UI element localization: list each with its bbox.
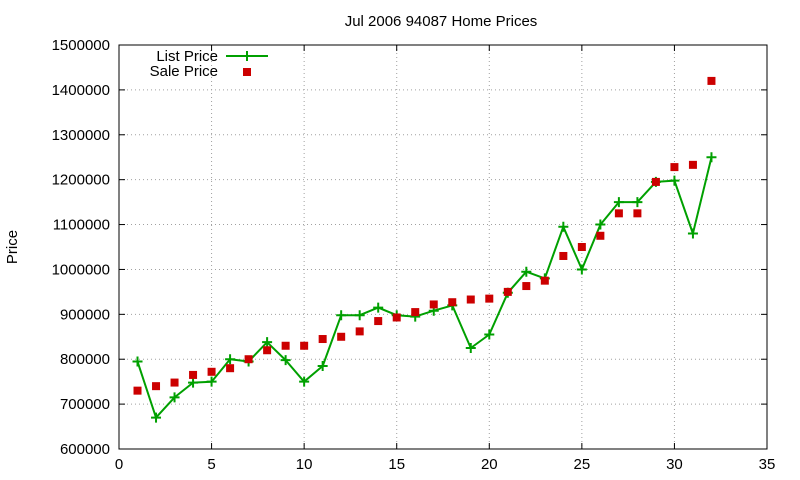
- x-tick-label: 30: [666, 456, 683, 473]
- data-point-list-price: [299, 376, 310, 387]
- data-point-sale-price: [263, 346, 272, 355]
- data-point-list-price: [262, 337, 273, 348]
- data-point-sale-price: [244, 355, 253, 364]
- data-point-sale-price: [670, 163, 679, 172]
- x-tick-label: 0: [115, 456, 123, 473]
- data-point-sale-price: [466, 295, 475, 304]
- x-tick-label: 10: [296, 456, 313, 473]
- data-point-sale-price: [300, 341, 309, 350]
- y-tick-label: 800000: [60, 351, 110, 368]
- data-point-list-price: [521, 266, 532, 277]
- ticks: 0 5 10 15 20 25 30 35 600000 700000 800000 900000 10…: [52, 37, 776, 473]
- grid: [119, 45, 767, 449]
- legend-swatch-sale-price: [243, 68, 251, 76]
- data-point-sale-price: [651, 177, 660, 186]
- data-point-list-price: [280, 355, 291, 366]
- data-point-sale-price: [540, 276, 549, 285]
- data-point-sale-price: [577, 243, 586, 251]
- data-point-list-price: [706, 152, 717, 163]
- chart-title: Jul 2006 94087 Home Prices: [345, 13, 538, 30]
- data-point-list-price: [188, 377, 199, 388]
- y-tick-label: 1100000: [53, 217, 110, 234]
- data-point-list-price: [169, 392, 180, 403]
- data-point-sale-price: [281, 341, 290, 350]
- data-point-sale-price: [503, 287, 512, 296]
- data-point-sale-price: [485, 294, 494, 303]
- data-point-list-price: [465, 343, 476, 353]
- data-point-sale-price: [559, 251, 568, 260]
- data-point-sale-price: [189, 370, 198, 379]
- legend-label-list-price: List Price: [156, 48, 218, 65]
- y-tick-label: 1500000: [52, 37, 110, 54]
- data-point-sale-price: [411, 308, 420, 317]
- legend: List Price Sale Price: [150, 48, 268, 80]
- y-tick-label: 1400000: [52, 82, 110, 99]
- data-point-list-price: [669, 175, 680, 186]
- y-tick-label: 1300000: [52, 127, 110, 144]
- legend-label-sale-price: Sale Price: [150, 63, 218, 80]
- data-point-list-price: [151, 412, 162, 423]
- x-tick-label: 35: [759, 456, 776, 473]
- data-point-sale-price: [633, 209, 642, 218]
- data-point-list-price: [687, 228, 698, 239]
- y-tick-label: 700000: [60, 396, 110, 413]
- data-point-list-price: [132, 356, 143, 367]
- data-point-sale-price: [133, 386, 142, 395]
- legend-swatch-list-price: [226, 51, 268, 61]
- data-point-sale-price: [374, 317, 383, 326]
- plot-frame: [118, 44, 768, 450]
- data-point-sale-price: [614, 209, 623, 218]
- data-point-list-price: [484, 329, 495, 340]
- y-tick-label: 600000: [60, 441, 110, 458]
- data-point-list-price: [225, 354, 236, 365]
- data-point-list-price: [558, 221, 569, 232]
- data-point-list-price: [373, 302, 384, 313]
- data-point-list-price: [206, 376, 217, 387]
- data-point-list-price: [336, 310, 347, 321]
- y-tick-label: 1000000: [52, 261, 110, 278]
- y-tick-label: 1200000: [52, 172, 110, 189]
- data-point-sale-price: [152, 382, 161, 391]
- y-axis-label: Price: [4, 230, 21, 264]
- data-point-sale-price: [226, 364, 235, 373]
- data-point-list-price: [354, 310, 365, 321]
- data-point-list-price: [595, 219, 606, 230]
- x-tick-label: 5: [207, 456, 215, 473]
- data-point-sale-price: [355, 327, 364, 336]
- data-point-list-price: [576, 264, 587, 275]
- x-tick-label: 20: [481, 456, 498, 473]
- data-point-sale-price: [688, 160, 697, 169]
- data-point-sale-price: [522, 282, 531, 291]
- data-point-list-price: [317, 360, 328, 371]
- series-line-list-price: [136, 156, 713, 419]
- data-point-sale-price: [392, 313, 401, 322]
- data-point-sale-price: [337, 332, 346, 341]
- data-point-list-price: [613, 197, 624, 208]
- y-tick-label: 900000: [60, 306, 110, 323]
- data-point-sale-price: [429, 300, 438, 309]
- data-point-sale-price: [448, 298, 457, 307]
- x-tick-label: 25: [574, 456, 591, 473]
- data-point-sale-price: [207, 367, 216, 376]
- data-point-sale-price: [170, 378, 179, 387]
- data-point-sale-price: [707, 76, 716, 85]
- series-layer: [132, 76, 717, 423]
- data-point-list-price: [632, 197, 643, 208]
- data-point-sale-price: [318, 335, 327, 344]
- x-tick-label: 15: [388, 456, 405, 473]
- data-point-sale-price: [596, 231, 605, 240]
